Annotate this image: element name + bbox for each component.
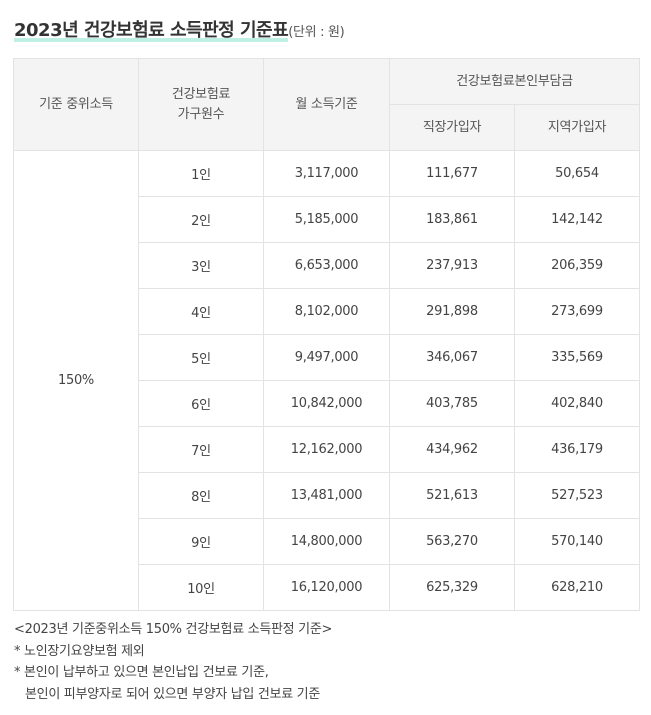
unit-label: (단위 : 원)	[288, 25, 345, 40]
cell-employee: 291,898	[389, 288, 515, 335]
table-row: 4인 8,102,000 291,898 273,699	[14, 288, 641, 335]
note-ltc-insurance: * 노인장기요양보험 제외	[14, 643, 145, 659]
income-criteria-table: 기준 중위소득 건강보험료 가구원수 월 소득기준 건강보험료본인부담금 직장가…	[13, 58, 641, 611]
table-row: 8인 13,481,000 521,613 527,523	[14, 472, 641, 519]
cell-regional: 570,140	[513, 518, 641, 565]
notes-section: <2023년 기준중위소득 150% 건강보험료 소득판정 기준> * 노인장기…	[14, 619, 332, 705]
header-median-income: 기준 중위소득	[13, 58, 139, 151]
cell-regional: 402,840	[513, 380, 641, 427]
cell-regional: 436,179	[513, 426, 641, 473]
header-monthly-income: 월 소득기준	[263, 58, 390, 151]
cell-regional: 628,210	[513, 564, 641, 611]
header-employee: 직장가입자	[389, 104, 515, 151]
table-row: 150% 1인 3,117,000 111,677 50,654	[13, 150, 641, 611]
cell-members: 9인	[138, 518, 264, 565]
cell-income: 13,481,000	[263, 472, 390, 519]
cell-employee: 346,067	[389, 334, 515, 381]
cell-members: 2인	[138, 196, 264, 243]
header-household-members: 건강보험료 가구원수	[138, 58, 264, 151]
cell-employee: 183,861	[389, 196, 515, 243]
cell-members: 6인	[138, 380, 264, 427]
cell-income: 3,117,000	[263, 150, 390, 197]
cell-regional: 50,654	[513, 150, 641, 197]
cell-employee: 403,785	[389, 380, 515, 427]
table-row: 5인 9,497,000 346,067 335,569	[14, 334, 641, 381]
table-row: 10인 16,120,000 625,329 628,210	[14, 564, 641, 611]
table-caption: <2023년 기준중위소득 150% 건강보험료 소득판정 기준>	[14, 622, 333, 637]
cell-regional: 527,523	[513, 472, 641, 519]
cell-regional: 206,359	[513, 242, 641, 289]
cell-members: 7인	[138, 426, 264, 473]
table-row: 3인 6,653,000 237,913 206,359	[14, 242, 641, 289]
subheader-row: 직장가입자 지역가입자	[14, 104, 641, 151]
table-row: 7인 12,162,000 434,962 436,179	[14, 426, 641, 473]
cell-regional: 273,699	[513, 288, 641, 335]
cell-members: 1인	[138, 150, 264, 197]
note-payer-line1: * 본인이 납부하고 있으면 본인납입 건보료 기준,	[14, 665, 269, 680]
header-household-line2: 가구원수	[177, 106, 225, 122]
cell-employee: 563,270	[389, 518, 515, 565]
cell-employee: 111,677	[389, 150, 515, 197]
note-payer-line2: 본인이 피부양자로 되어 있으면 부양자 납입 건보료 기준	[25, 686, 321, 702]
header-household-line1: 건강보험료	[171, 86, 231, 102]
cell-employee: 625,329	[389, 564, 515, 611]
cell-members: 4인	[138, 288, 264, 335]
cell-regional: 142,142	[513, 196, 641, 243]
header-premium-group: 건강보험료본인부담금	[388, 58, 641, 105]
cell-income: 5,185,000	[263, 196, 390, 243]
cell-employee: 237,913	[389, 242, 515, 289]
cell-income: 16,120,000	[263, 564, 390, 611]
table-title: 2023년 건강보험료 소득판정 기준표	[14, 20, 289, 42]
cell-income: 9,497,000	[263, 334, 390, 381]
table-row: 2인 5,185,000 183,861 142,142	[14, 196, 641, 243]
cell-income: 6,653,000	[263, 242, 390, 289]
cell-employee: 434,962	[389, 426, 515, 473]
cell-income: 10,842,000	[263, 380, 390, 427]
cell-employee: 521,613	[389, 472, 515, 519]
cell-members: 3인	[138, 242, 264, 289]
cell-members: 10인	[138, 564, 264, 611]
median-income-cell: 150%	[13, 150, 139, 611]
header-row: 기준 중위소득 건강보험료 가구원수 월 소득기준 건강보험료본인부담금	[13, 58, 641, 151]
table-row: 6인 10,842,000 403,785 402,840	[14, 380, 641, 427]
cell-income: 12,162,000	[263, 426, 390, 473]
cell-members: 5인	[138, 334, 264, 381]
cell-regional: 335,569	[513, 334, 641, 381]
header-regional: 지역가입자	[513, 104, 641, 151]
page-title: 2023년 건강보험료 소득판정 기준표(단위 : 원)	[14, 16, 345, 42]
cell-members: 8인	[138, 472, 264, 519]
cell-income: 8,102,000	[263, 288, 390, 335]
cell-income: 14,800,000	[263, 518, 390, 565]
